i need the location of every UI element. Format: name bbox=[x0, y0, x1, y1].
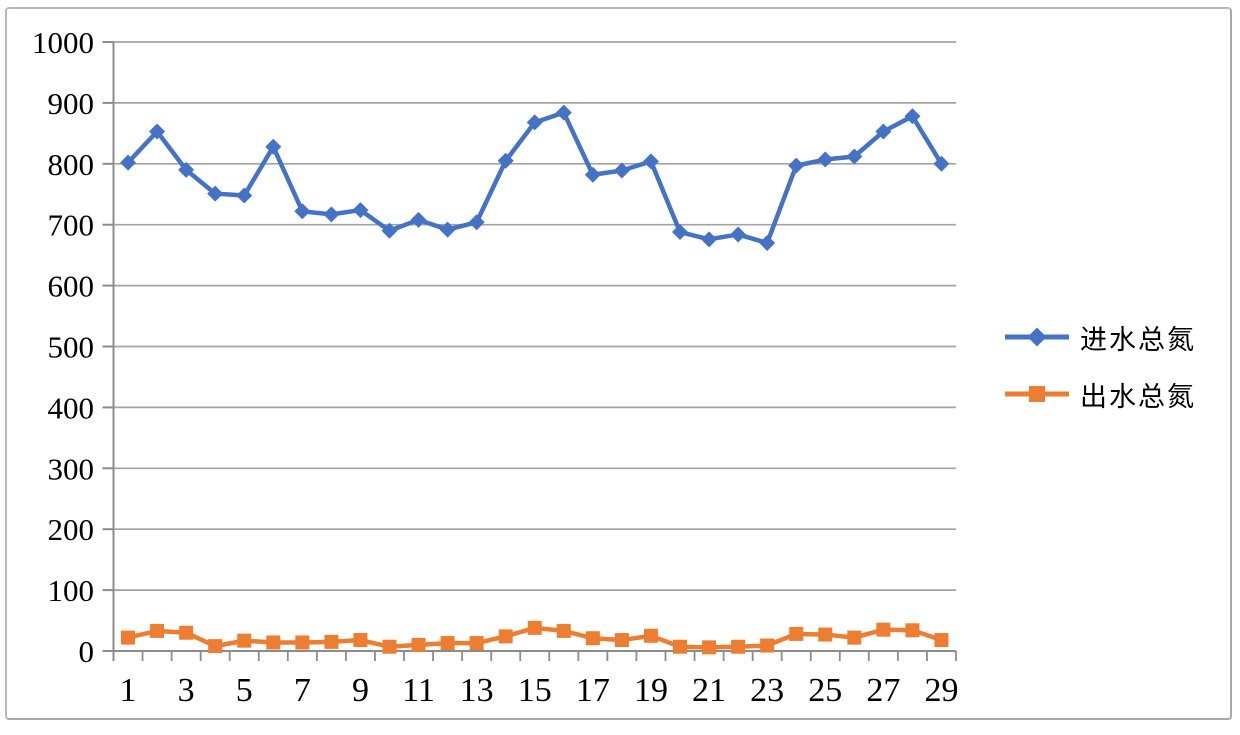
y-axis-label: 500 bbox=[48, 330, 95, 365]
x-axis-label: 23 bbox=[750, 672, 784, 709]
data-point-marker bbox=[121, 630, 136, 645]
x-axis-label: 3 bbox=[178, 672, 195, 709]
y-axis-label: 300 bbox=[48, 451, 95, 486]
data-point-marker bbox=[847, 630, 862, 645]
data-point-marker bbox=[585, 631, 600, 646]
data-point-marker bbox=[642, 153, 659, 170]
y-axis-label: 800 bbox=[48, 147, 95, 182]
data-point-marker bbox=[875, 123, 892, 140]
data-point-marker bbox=[527, 620, 542, 635]
data-point-marker bbox=[294, 203, 311, 220]
data-point-marker bbox=[440, 636, 455, 651]
data-point-marker bbox=[439, 221, 456, 238]
data-point-marker bbox=[179, 625, 194, 640]
x-axis-label: 15 bbox=[518, 672, 552, 709]
data-point-marker bbox=[208, 639, 223, 654]
data-point-marker bbox=[788, 157, 805, 174]
data-point-marker bbox=[905, 623, 920, 638]
data-point-marker bbox=[701, 231, 718, 248]
data-point-marker bbox=[556, 623, 571, 638]
data-point-marker bbox=[818, 627, 833, 642]
data-point-marker bbox=[933, 155, 950, 172]
y-axis-label: 700 bbox=[48, 208, 95, 243]
data-point-marker bbox=[149, 123, 166, 140]
y-axis-label: 0 bbox=[79, 634, 95, 669]
data-point-marker bbox=[353, 633, 368, 648]
data-point-marker bbox=[178, 161, 195, 178]
data-point-marker bbox=[934, 633, 949, 648]
x-axis-label: 29 bbox=[924, 672, 958, 709]
y-axis-label: 600 bbox=[48, 269, 95, 304]
x-axis-label: 11 bbox=[402, 672, 435, 709]
data-point-marker bbox=[760, 638, 775, 653]
data-point-marker bbox=[207, 185, 224, 202]
data-point-marker bbox=[468, 214, 485, 231]
legend-label-influent: 进水总氮 bbox=[1080, 324, 1196, 355]
data-point-marker bbox=[613, 162, 630, 179]
x-axis-label: 21 bbox=[692, 672, 726, 709]
y-axis-label: 1000 bbox=[32, 25, 94, 60]
data-point-marker bbox=[382, 639, 397, 654]
data-point-marker bbox=[555, 104, 572, 121]
legend-diamond-marker-icon bbox=[1005, 327, 1069, 347]
data-point-marker bbox=[730, 226, 747, 243]
x-axis-label: 25 bbox=[808, 672, 842, 709]
data-point-marker bbox=[265, 138, 282, 155]
y-axis-label: 400 bbox=[48, 390, 95, 425]
x-axis-label: 1 bbox=[120, 672, 137, 709]
data-point-marker bbox=[410, 211, 427, 228]
data-point-marker bbox=[584, 166, 601, 183]
data-point-marker bbox=[526, 114, 543, 131]
data-point-marker bbox=[876, 622, 891, 637]
y-axis-label: 900 bbox=[48, 86, 95, 121]
data-point-marker bbox=[817, 151, 834, 168]
data-point-marker bbox=[904, 108, 921, 125]
data-point-marker bbox=[323, 206, 340, 223]
data-point-marker bbox=[789, 626, 804, 641]
x-axis-label: 7 bbox=[294, 672, 311, 709]
legend-item-influent-total-nitrogen: 进水总氮 bbox=[1003, 318, 1196, 356]
influent-series-line bbox=[125, 110, 944, 246]
x-axis-label: 13 bbox=[460, 672, 494, 709]
data-point-marker bbox=[237, 633, 252, 648]
x-axis-label: 27 bbox=[866, 672, 900, 709]
chart-frame bbox=[5, 7, 1232, 720]
data-point-marker bbox=[846, 148, 863, 165]
data-point-marker bbox=[295, 635, 310, 650]
data-point-marker bbox=[497, 152, 514, 169]
data-point-marker bbox=[702, 640, 717, 655]
data-point-marker bbox=[614, 633, 629, 648]
data-point-marker bbox=[731, 639, 746, 654]
data-point-marker bbox=[236, 187, 253, 204]
data-point-marker bbox=[672, 224, 689, 241]
data-point-marker bbox=[469, 636, 484, 651]
data-point-marker bbox=[411, 637, 426, 652]
data-point-marker bbox=[120, 154, 137, 171]
y-axis-label: 200 bbox=[48, 512, 95, 547]
data-point-marker bbox=[324, 634, 339, 649]
x-axis-label: 9 bbox=[352, 672, 369, 709]
x-axis-label: 17 bbox=[576, 672, 610, 709]
chart-legend: 进水总氮 出水总氮 bbox=[1003, 318, 1196, 413]
legend-square-marker-icon bbox=[1005, 386, 1069, 402]
data-point-marker bbox=[498, 629, 513, 644]
y-axis-label: 100 bbox=[48, 573, 95, 608]
x-axis-label: 19 bbox=[634, 672, 668, 709]
data-point-marker bbox=[381, 222, 398, 239]
data-point-marker bbox=[352, 202, 369, 219]
data-point-marker bbox=[150, 623, 165, 638]
data-point-marker bbox=[759, 234, 776, 251]
data-point-marker bbox=[266, 635, 281, 650]
x-axis-label: 5 bbox=[236, 672, 253, 709]
legend-item-effluent-total-nitrogen: 出水总氮 bbox=[1003, 375, 1196, 413]
data-point-marker bbox=[643, 628, 658, 643]
legend-label-effluent: 出水总氮 bbox=[1080, 381, 1196, 412]
data-point-marker bbox=[673, 639, 688, 654]
